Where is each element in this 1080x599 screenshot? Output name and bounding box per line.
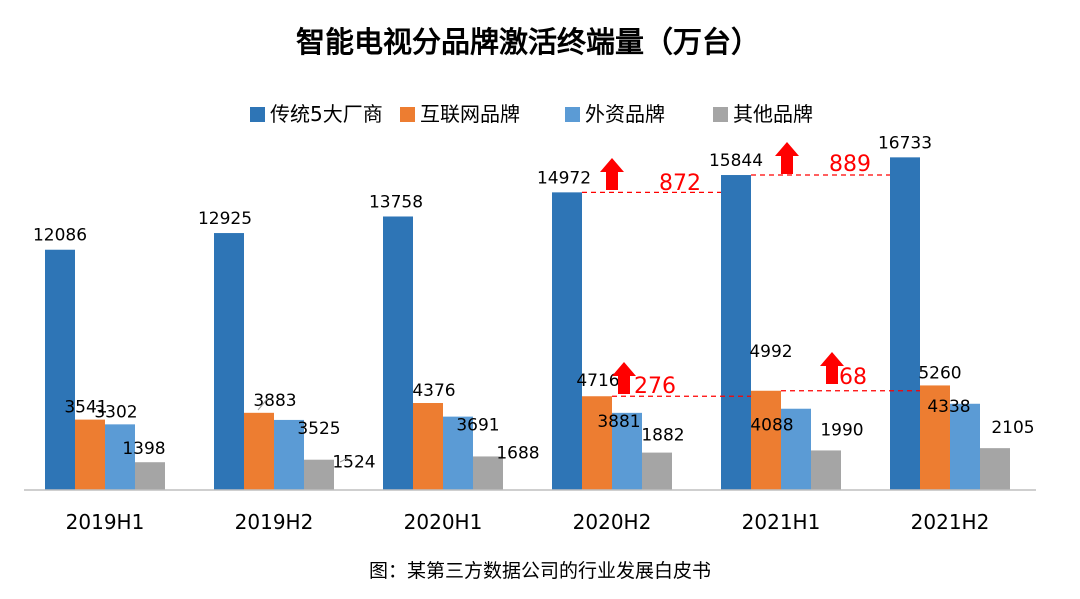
bar-1-5 [920, 385, 950, 490]
value-label-1-0: 3541 [64, 398, 107, 418]
value-label-3-3: 1882 [641, 426, 684, 446]
label-leader-line-1 [339, 457, 349, 463]
legend-swatch-0 [250, 107, 265, 122]
annotations: 872 889 276 268 [582, 142, 920, 399]
value-label-2-0: 3302 [94, 402, 137, 422]
legend-swatch-2 [565, 107, 580, 122]
value-label-3-1: 1524 [332, 453, 375, 473]
legend-label-0: 传统5大厂商 [270, 102, 383, 126]
value-labels: 12086 12925 13758 14972 15844 16733 3541 3883 43… [33, 133, 1035, 472]
bar-0-4 [721, 175, 751, 490]
legend-label-3: 其他品牌 [733, 102, 813, 126]
bar-1-2 [413, 403, 443, 490]
figure-caption: 图：某第三方数据公司的行业发展白皮书 [368, 560, 711, 582]
value-label-0-3: 14972 [537, 168, 591, 188]
value-label-0-2: 13758 [369, 192, 423, 212]
value-label-2-3: 3881 [597, 412, 640, 432]
value-label-3-4: 1990 [820, 420, 863, 440]
annotation-label-0: 872 [659, 171, 701, 196]
x-tick-label-3: 2020H2 [573, 510, 652, 534]
legend-swatch-1 [400, 107, 415, 122]
bar-3-3 [642, 452, 672, 490]
value-label-0-1: 12925 [198, 209, 252, 229]
value-label-2-5: 4338 [927, 397, 970, 417]
bar-2-1 [274, 419, 304, 490]
annotation-label-2: 276 [634, 374, 676, 399]
value-label-0-0: 12086 [33, 226, 87, 246]
bar-2-2 [443, 416, 473, 490]
up-arrow-icon [775, 142, 799, 174]
bar-3-1 [304, 459, 334, 490]
value-label-1-3: 4716 [576, 371, 619, 391]
bar-0-5 [890, 157, 920, 490]
x-tick-label-5: 2021H2 [911, 510, 990, 534]
value-label-1-2: 4376 [412, 381, 455, 401]
legend-swatch-3 [713, 107, 728, 122]
bar-1-0 [75, 419, 105, 490]
x-tick-label-0: 2019H1 [66, 510, 145, 534]
label-leader-line-0 [257, 397, 269, 411]
bar-2-4 [781, 408, 811, 490]
value-label-1-4: 4992 [749, 342, 792, 362]
bar-0-2 [383, 216, 413, 490]
value-label-2-4: 4088 [750, 416, 793, 436]
legend: 传统5大厂商 互联网品牌 外资品牌 其他品牌 [250, 102, 813, 126]
bar-3-0 [135, 462, 165, 490]
bar-3-2 [473, 456, 503, 490]
legend-label-2: 外资品牌 [585, 102, 665, 126]
up-arrow-icon [820, 352, 844, 384]
bar-0-0 [45, 249, 75, 490]
chart-title: 智能电视分品牌激活终端量（万台） [296, 25, 760, 59]
bar-0-3 [552, 192, 582, 491]
x-axis-tick-labels: 2019H1 2019H2 2020H1 2020H2 2021H1 2021H2 [66, 510, 990, 534]
value-label-0-5: 16733 [878, 133, 932, 153]
bar-1-1 [244, 412, 274, 490]
annotation-label-1: 889 [829, 152, 871, 177]
bars [45, 157, 1010, 491]
bar-3-4 [811, 450, 841, 490]
up-arrow-icon [612, 362, 636, 394]
bar-2-0 [105, 424, 135, 490]
legend-label-1: 互联网品牌 [420, 102, 520, 126]
bar-2-3 [612, 412, 642, 490]
x-tick-label-1: 2019H2 [235, 510, 314, 534]
value-label-2-2: 3691 [456, 416, 499, 436]
value-label-1-1: 3883 [253, 391, 296, 411]
value-label-0-4: 15844 [709, 151, 763, 171]
value-label-2-1: 3525 [297, 419, 340, 439]
value-label-1-5: 5260 [918, 363, 961, 383]
bar-2-5 [950, 403, 980, 490]
x-tick-label-2: 2020H1 [404, 510, 483, 534]
bar-1-3 [582, 396, 612, 490]
value-label-3-5: 2105 [991, 418, 1034, 438]
bar-0-1 [214, 233, 244, 490]
x-tick-label-4: 2021H1 [742, 510, 821, 534]
bar-3-5 [980, 448, 1010, 490]
annotation-label-3: 268 [825, 365, 867, 390]
bar-1-4 [751, 390, 781, 490]
up-arrow-icon [600, 158, 624, 190]
value-label-3-2: 1688 [496, 443, 539, 463]
value-label-3-0: 1398 [122, 439, 165, 459]
